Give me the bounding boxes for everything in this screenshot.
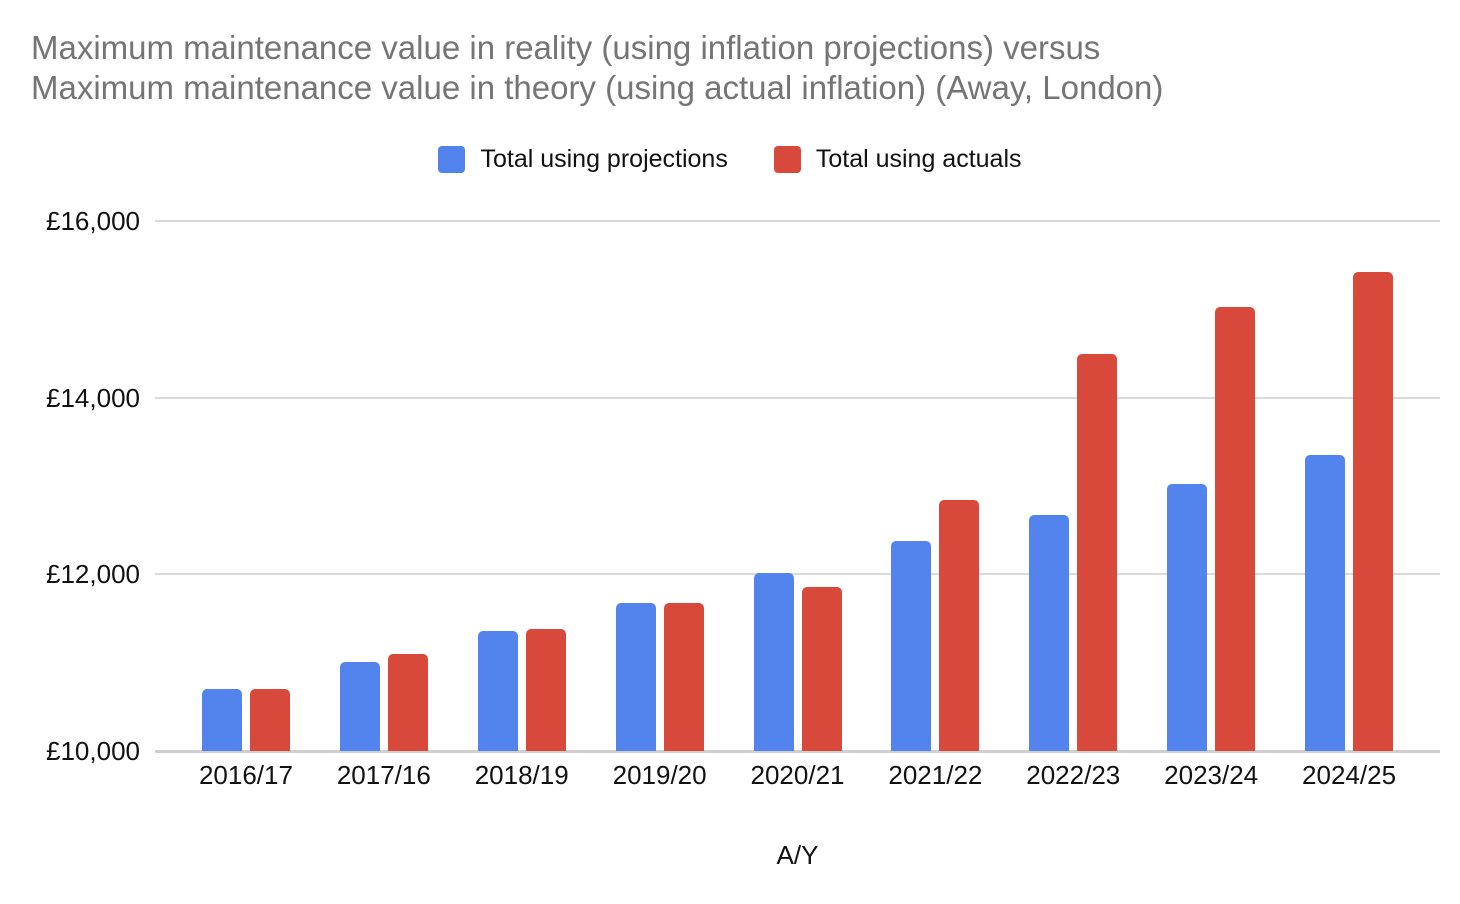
bar-projections-2020-21 <box>753 573 794 751</box>
bar-projections-2022-23 <box>1029 515 1070 751</box>
bar-actuals-2016-17 <box>249 688 290 751</box>
bar-projections-2024-25 <box>1305 455 1346 751</box>
y-tick-label: £10,000 <box>46 736 140 766</box>
x-tick-label: 2023/24 <box>1164 760 1259 790</box>
x-axis-title: A/Y <box>776 840 819 870</box>
bar-actuals-2023-24 <box>1215 306 1256 751</box>
bar-actuals-2019-20 <box>663 603 704 751</box>
chart-title-line-1: Maximum maintenance value in reality (us… <box>31 29 1101 66</box>
legend-swatch-projections-icon <box>438 146 466 173</box>
x-axis-baseline <box>155 750 1440 753</box>
x-tick-label: 2016/17 <box>198 760 293 790</box>
bar-actuals-2018-19 <box>525 628 566 751</box>
x-tick-label: 2022/23 <box>1026 760 1121 790</box>
bar-actuals-2021-22 <box>939 500 980 751</box>
bar-projections-2016-17 <box>201 688 242 751</box>
bar-projections-2019-20 <box>615 603 656 751</box>
x-tick-label: 2018/19 <box>474 760 569 790</box>
legend-label-projections: Total using projections <box>480 145 728 173</box>
y-tick-label: £12,000 <box>46 559 140 590</box>
bar-actuals-2020-21 <box>801 587 842 751</box>
x-tick-label: 2017/16 <box>336 760 431 790</box>
legend: Total using projections Total using actu… <box>0 145 1460 174</box>
x-tick-label: 2021/22 <box>888 760 983 790</box>
bar-actuals-2017-16 <box>387 653 428 751</box>
legend-item-actuals: Total using actuals <box>773 145 1022 174</box>
bar-projections-2023-24 <box>1167 484 1208 751</box>
legend-swatch-actuals-icon <box>773 146 801 173</box>
bar-projections-2017-16 <box>339 662 380 751</box>
legend-label-actuals: Total using actuals <box>815 145 1022 173</box>
bar-projections-2021-22 <box>891 540 932 751</box>
bar-actuals-2022-23 <box>1077 354 1118 751</box>
x-tick-label: 2024/25 <box>1302 760 1397 790</box>
bar-projections-2018-19 <box>477 631 518 751</box>
gridline <box>155 573 1440 576</box>
plot-area <box>155 220 1440 753</box>
y-tick-label: £16,000 <box>46 206 140 236</box>
y-tick-label: £14,000 <box>46 382 140 413</box>
x-tick-label: 2019/20 <box>612 760 707 790</box>
gridline <box>155 220 1440 222</box>
legend-item-projections: Total using projections <box>438 145 728 174</box>
x-tick-label: 2020/21 <box>750 760 845 790</box>
gridline <box>155 396 1440 399</box>
chart-title: Maximum maintenance value in reality (us… <box>31 28 1163 108</box>
bar-actuals-2024-25 <box>1353 271 1394 751</box>
chart-title-line-2: Maximum maintenance value in theory (usi… <box>31 69 1164 106</box>
